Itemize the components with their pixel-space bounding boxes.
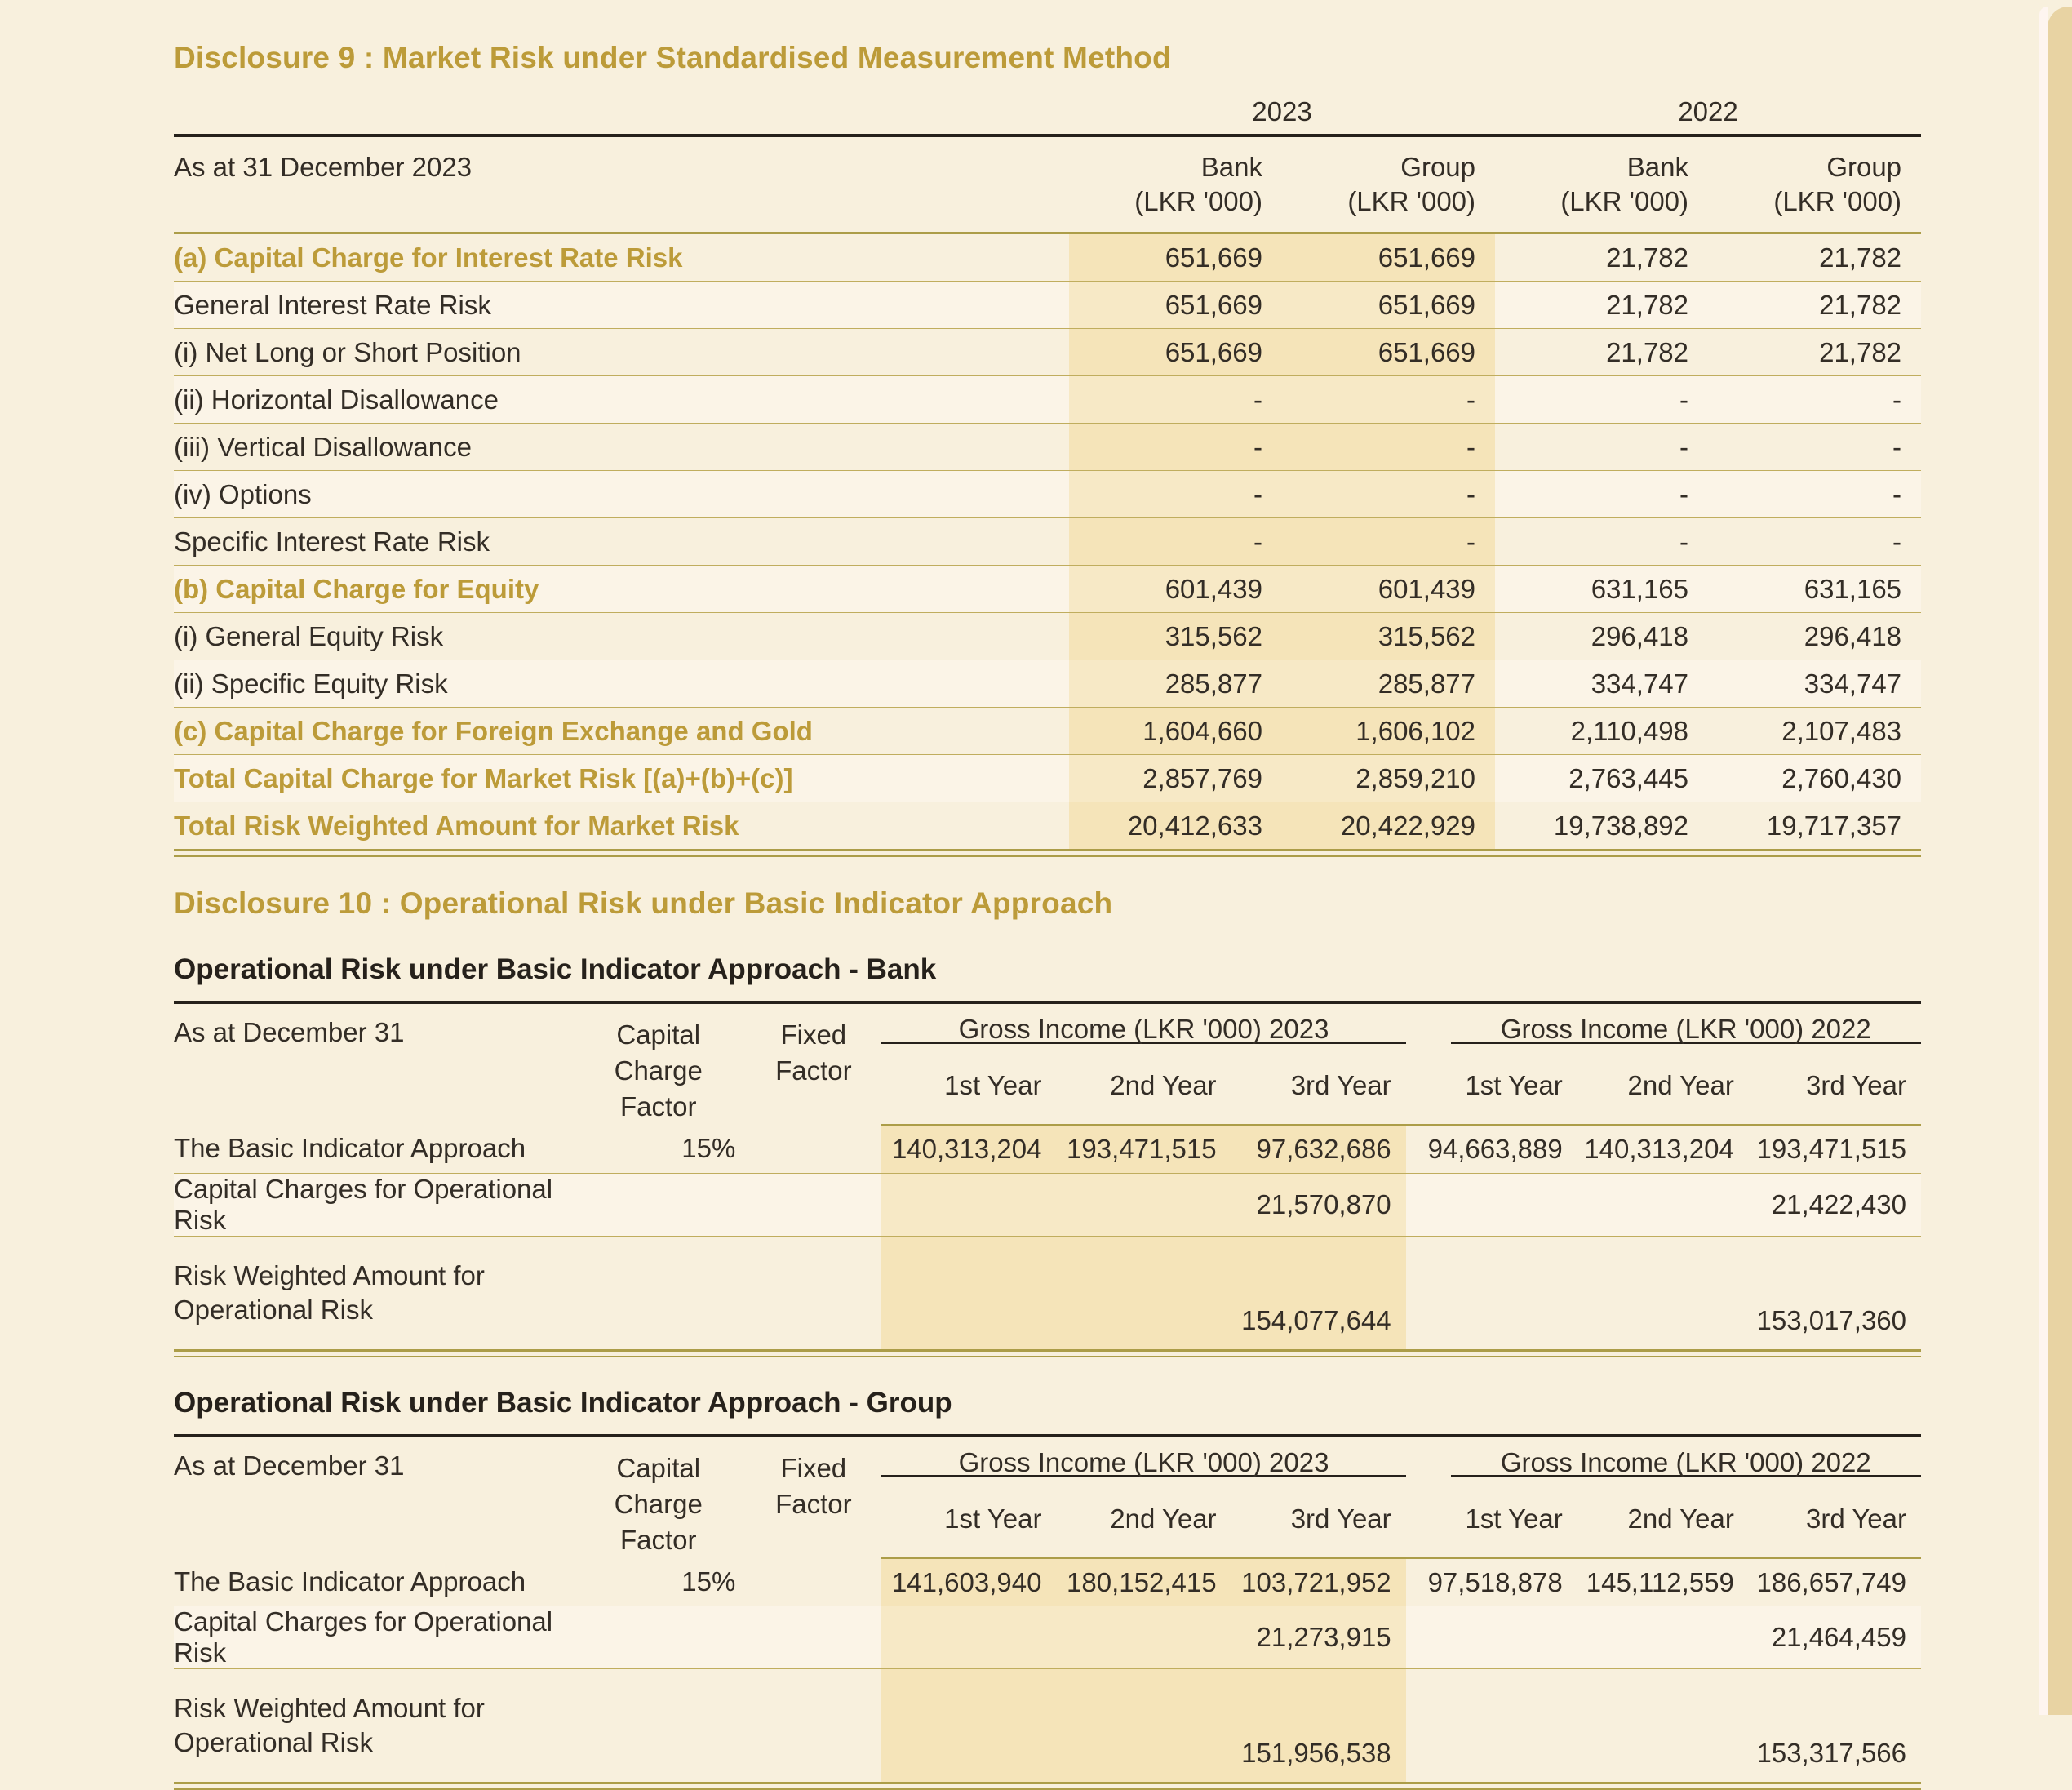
table-row: (c) Capital Charge for Foreign Exchange … xyxy=(174,707,1922,755)
column-header-row: As at 31 December 2023 Bank (LKR '000) G… xyxy=(174,135,1922,234)
year-2023-header: 2023 xyxy=(1069,87,1496,137)
operational-risk-bank-table: As at December 31 Capital Charge Factor … xyxy=(174,1000,1921,1349)
table-row: The Basic Indicator Approach 15% 141,603… xyxy=(174,1557,1921,1606)
gross-income-2022-header: Gross Income (LKR '000) 2022 xyxy=(1405,1433,1921,1481)
table-row: (a) Capital Charge for Interest Rate Ris… xyxy=(174,233,1922,282)
table-row: Capital Charges for Operational Risk 21,… xyxy=(174,1606,1921,1669)
table-row: General Interest Rate Risk 651,669 651,6… xyxy=(174,281,1922,329)
market-risk-table: 2023 2022 As at 31 December 2023 Bank (L… xyxy=(174,87,1922,849)
col-group-2023: Group (LKR '000) xyxy=(1282,135,1496,234)
year-header-row: 2023 2022 xyxy=(174,87,1922,137)
table-row: Total Risk Weighted Amount for Market Ri… xyxy=(174,802,1921,849)
operational-risk-group-table: As at December 31 Capital Charge Factor … xyxy=(174,1433,1921,1782)
year-2022-header: 2022 xyxy=(1495,87,1922,137)
page-edge-highlight xyxy=(2039,7,2048,1715)
table-row: (b) Capital Charge for Equity 601,439 60… xyxy=(174,565,1922,613)
fixed-factor-header: Fixed Factor xyxy=(745,1001,882,1125)
table-bottom-rule xyxy=(174,1782,1921,1790)
gross-income-2023-header: Gross Income (LKR '000) 2023 xyxy=(881,1433,1406,1481)
disclosure10-title: Disclosure 10 : Operational Risk under B… xyxy=(174,886,1113,920)
group-header-row: As at December 31 Capital Charge Factor … xyxy=(174,1000,1921,1125)
as-at-label: As at December 31 xyxy=(174,1001,572,1125)
page-edge-strip xyxy=(2048,7,2072,1715)
table-row: Risk Weighted Amount for Operational Ris… xyxy=(174,1236,1921,1349)
group-table-subtitle: Operational Risk under Basic Indicator A… xyxy=(174,1386,952,1419)
col-bank-2023: Bank (LKR '000) xyxy=(1069,135,1282,234)
gross-income-2023-header: Gross Income (LKR '000) 2023 xyxy=(881,1000,1406,1049)
as-at-label: As at December 31 xyxy=(174,1433,572,1558)
table-row: (ii) Horizontal Disallowance - - - - xyxy=(174,375,1922,424)
fixed-factor-header: Fixed Factor xyxy=(745,1433,882,1558)
bank-table-subtitle: Operational Risk under Basic Indicator A… xyxy=(174,953,937,985)
col-group-2022: Group (LKR '000) xyxy=(1708,135,1922,234)
table-row: The Basic Indicator Approach 15% 140,313… xyxy=(174,1125,1921,1174)
table-row: Risk Weighted Amount for Operational Ris… xyxy=(174,1668,1921,1782)
capital-charge-factor-header: Capital Charge Factor xyxy=(571,1433,746,1558)
col-bank-2022: Bank (LKR '000) xyxy=(1495,135,1709,234)
report-page: { "colors": { "background": "#f8f0dd", "… xyxy=(174,7,2072,1790)
gross-income-2022-header: Gross Income (LKR '000) 2022 xyxy=(1405,1000,1921,1049)
group-header-row: As at December 31 Capital Charge Factor … xyxy=(174,1433,1921,1558)
table-bottom-rule xyxy=(174,1348,1921,1357)
table-row: (i) Net Long or Short Position 651,669 6… xyxy=(174,328,1922,376)
table-row: (iv) Options - - - - xyxy=(174,470,1922,518)
disclosure9-title: Disclosure 9 : Market Risk under Standar… xyxy=(174,41,1171,74)
page-content: Disclosure 9 : Market Risk under Standar… xyxy=(174,0,1922,1790)
table-row: (i) General Equity Risk 315,562 315,562 … xyxy=(174,612,1922,660)
year-subheader-row: 1st Year 2nd Year 3rd Year 1st Year 2nd … xyxy=(174,1481,1921,1559)
year-subheader-row: 1st Year 2nd Year 3rd Year 1st Year 2nd … xyxy=(174,1048,1921,1126)
as-at-label: As at 31 December 2023 xyxy=(174,135,1069,234)
table-row: (ii) Specific Equity Risk 285,877 285,87… xyxy=(174,660,1922,708)
table-row: Specific Interest Rate Risk - - - - xyxy=(174,517,1922,566)
table-row: Total Capital Charge for Market Risk [(a… xyxy=(174,754,1922,802)
table-row: Capital Charges for Operational Risk 21,… xyxy=(174,1173,1921,1237)
table-row: (iii) Vertical Disallowance - - - - xyxy=(174,423,1922,471)
table-bottom-rule xyxy=(174,849,1921,857)
capital-charge-factor-header: Capital Charge Factor xyxy=(571,1001,746,1125)
